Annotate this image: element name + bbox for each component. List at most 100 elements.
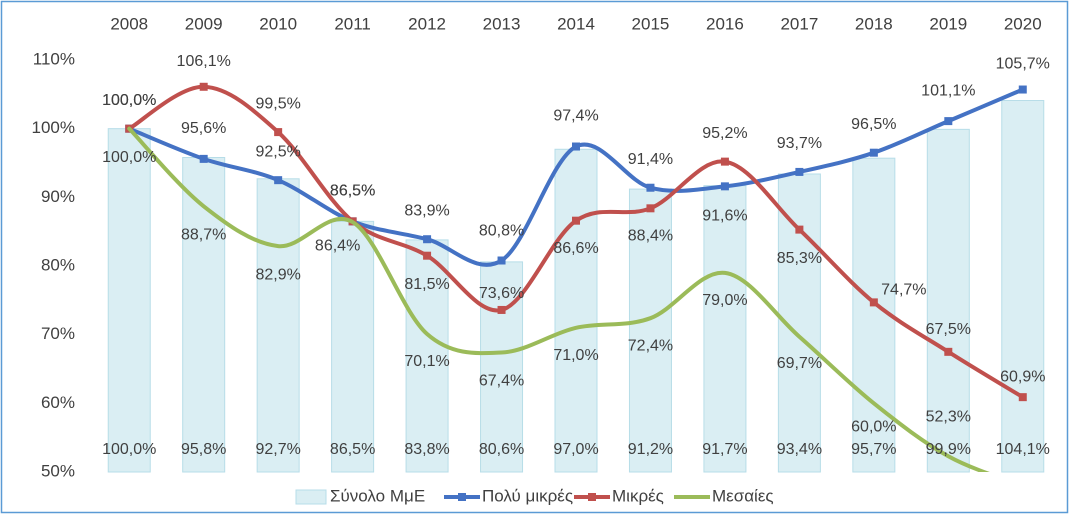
x-tick-label: 2010 [259, 14, 297, 33]
value-label: 95,2% [702, 125, 747, 142]
x-tick-label: 2019 [929, 14, 967, 33]
value-label: 52,3% [926, 408, 971, 425]
value-label: 67,5% [926, 321, 971, 338]
bar-value-label: 86,5% [330, 441, 375, 458]
bar [256, 178, 300, 473]
value-label: 92,5% [255, 143, 300, 160]
bar-value-label: 97,0% [553, 441, 598, 458]
value-label: 91,6% [702, 208, 747, 225]
bar [628, 188, 672, 473]
lines [125, 82, 1027, 472]
bar-value-label: 100,0% [102, 441, 156, 458]
bar-value-label: 91,7% [702, 441, 747, 458]
bar-value-label: 80,6% [479, 441, 524, 458]
legend-swatch [295, 489, 327, 505]
marker [646, 204, 655, 213]
value-label: 97,4% [553, 108, 598, 125]
value-label: 69,7% [777, 355, 822, 372]
marker [423, 251, 432, 260]
y-tick-label: 80% [41, 255, 75, 274]
bar [405, 239, 449, 473]
value-label: 88,4% [628, 228, 673, 245]
bar [703, 185, 747, 473]
legend-label: Σύνολο ΜμΕ [330, 486, 425, 505]
value-label: 67,4% [479, 373, 524, 390]
value-label: 86,6% [553, 240, 598, 257]
value-label: 74,7% [881, 282, 926, 299]
marker [572, 142, 580, 151]
bar-value-label: 83,8% [404, 441, 449, 458]
marker [646, 183, 655, 192]
bar-value-label: 95,7% [851, 441, 896, 458]
value-label: 73,6% [479, 285, 524, 302]
marker [944, 347, 953, 356]
bar [331, 220, 375, 473]
value-label: 106,1% [177, 53, 231, 70]
x-tick-label: 2012 [408, 14, 446, 33]
x-tick-label: 2009 [185, 14, 223, 33]
value-label: 101,1% [921, 82, 975, 99]
value-label: 96,5% [851, 116, 896, 133]
y-tick-label: 100% [32, 118, 75, 137]
bar-value-label: 92,7% [255, 441, 300, 458]
value-label: 60,0% [851, 419, 896, 436]
marker [274, 176, 283, 185]
line [127, 126, 990, 472]
value-label: 86,5% [330, 183, 375, 200]
marker [1018, 85, 1027, 94]
value-label: 100,0% [102, 92, 156, 109]
bar-value-label: 95,8% [181, 441, 226, 458]
bar [107, 128, 151, 473]
x-tick-label: 2008 [110, 14, 148, 33]
value-label: 88,7% [181, 226, 226, 243]
y-tick-label: 70% [41, 324, 75, 343]
value-label: 105,7% [996, 56, 1050, 73]
marker [795, 167, 804, 176]
value-label: 71,0% [553, 347, 598, 364]
bar-value-label: 93,4% [777, 441, 822, 458]
legend-marker [458, 493, 466, 501]
legend-marker [588, 493, 596, 501]
value-label: 81,5% [404, 276, 449, 293]
bar [480, 261, 524, 473]
value-label: 82,9% [255, 266, 300, 283]
marker [720, 157, 729, 166]
x-tick-label: 2015 [632, 14, 670, 33]
x-tick-label: 2020 [1004, 14, 1042, 33]
x-tick-label: 2011 [334, 14, 371, 33]
value-label: 100,0% [102, 92, 156, 109]
value-label: 100,0% [102, 149, 156, 166]
value-label: 86,4% [315, 237, 360, 254]
value-label: 85,3% [777, 250, 822, 267]
value-label: 99,5% [255, 95, 300, 112]
marker [869, 148, 878, 157]
marker [199, 82, 208, 91]
value-label: 79,0% [702, 292, 747, 309]
marker [720, 182, 729, 191]
marker [274, 128, 283, 137]
marker [497, 305, 506, 314]
value-label: 91,4% [628, 151, 673, 168]
bar-value-label: 91,2% [628, 441, 673, 458]
value-label: 72,4% [628, 337, 673, 354]
bars [107, 100, 1045, 473]
y-tick-label: 110% [33, 49, 75, 68]
value-label: 70,1% [404, 353, 449, 370]
bar-value-label: 99,9% [926, 441, 971, 458]
x-tick-label: 2013 [483, 14, 521, 33]
x-tick-label: 2017 [780, 14, 818, 33]
marker [869, 298, 878, 307]
bar [926, 128, 970, 473]
y-tick-label: 50% [41, 461, 75, 480]
value-label: 83,9% [404, 202, 449, 219]
bar-value-label: 104,1% [996, 441, 1050, 458]
value-label: 60,9% [1000, 368, 1045, 385]
x-tick-label: 2016 [706, 14, 744, 33]
marker [795, 225, 804, 234]
marker [944, 117, 953, 126]
y-tick-label: 60% [41, 393, 75, 412]
marker [1018, 393, 1027, 402]
